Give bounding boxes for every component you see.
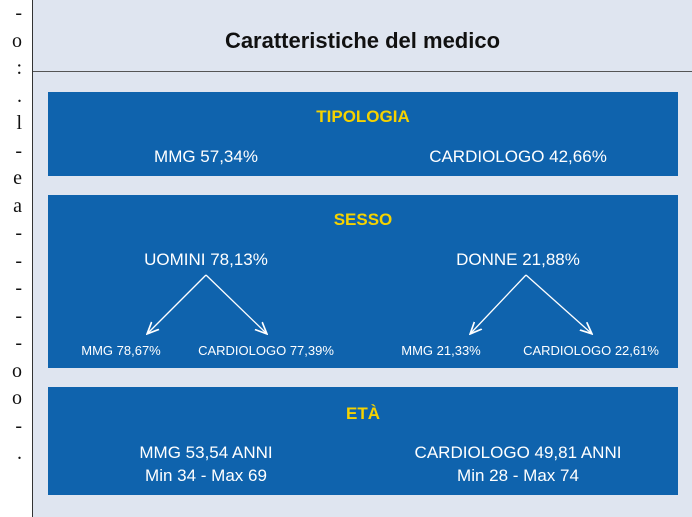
info-box: Caratteristiche del medico TIPOLOGIA MMG… — [32, 0, 692, 517]
margin-fragment: - — [15, 139, 22, 162]
eta-panel: ETÀ MMG 53,54 ANNI Min 34 - Max 69 CARDI… — [48, 387, 678, 495]
sub-label: MMG 78,67% — [81, 343, 161, 358]
heading: SESSO — [333, 210, 393, 229]
margin-fragment: o — [12, 29, 22, 52]
margin-fragment: o — [12, 387, 22, 409]
box-title: Caratteristiche del medico — [33, 0, 692, 72]
margin-fragment: l — [16, 112, 22, 134]
margin-fragment: - — [15, 222, 22, 244]
margin-fragment: e — [13, 167, 22, 189]
item: CARDIOLOGO 42,66% — [429, 147, 607, 166]
range: Min 34 - Max 69 — [145, 466, 267, 485]
heading: TIPOLOGIA — [316, 107, 410, 126]
sub-label: CARDIOLOGO 77,39% — [198, 343, 334, 358]
item: MMG 53,54 ANNI — [139, 443, 273, 462]
margin-fragment: - — [15, 2, 22, 24]
margin-fragment: - — [15, 249, 22, 272]
group-label: DONNE 21,88% — [456, 250, 580, 269]
margin-fragment: : — [16, 57, 22, 79]
heading: ETÀ — [346, 404, 380, 423]
group-label: UOMINI 78,13% — [144, 250, 268, 269]
margin-fragment: . — [17, 442, 22, 464]
item: MMG 57,34% — [154, 147, 258, 166]
item: CARDIOLOGO 49,81 ANNI — [414, 443, 622, 462]
margin-fragment: a — [13, 194, 22, 217]
margin-fragment: . — [17, 84, 22, 107]
sub-label: CARDIOLOGO 22,61% — [523, 343, 659, 358]
arrows — [48, 274, 678, 368]
sub-label: MMG 21,33% — [401, 343, 481, 358]
range: Min 28 - Max 74 — [457, 466, 579, 485]
tipologia-panel: TIPOLOGIA MMG 57,34% CARDIOLOGO 42,66% — [48, 92, 678, 176]
margin-fragment: o — [12, 359, 22, 382]
margin-fragment: - — [15, 277, 22, 299]
margin-fragment: - — [15, 414, 22, 437]
sesso-panel: SESSO UOMINI 78,13% DONNE 21,88% MMG 78,… — [48, 195, 678, 368]
margin-fragment: - — [15, 332, 22, 354]
margin-fragment: - — [15, 304, 22, 327]
